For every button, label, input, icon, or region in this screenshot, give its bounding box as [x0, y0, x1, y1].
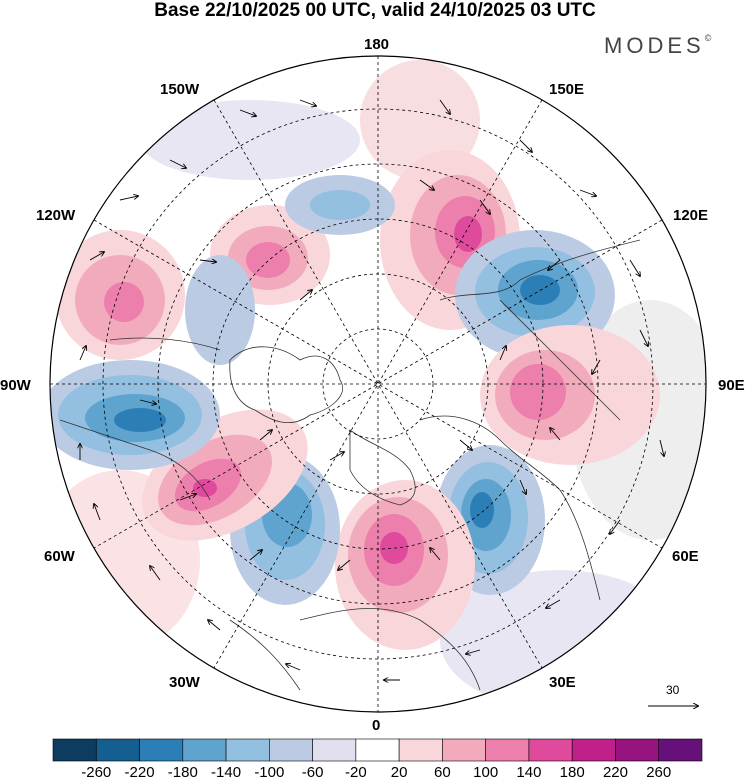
label-0: 0	[372, 717, 381, 734]
colorbar-tick-label: -220	[124, 764, 155, 781]
chart-title: Base 22/10/2025 00 UTC, valid 24/10/2025…	[154, 0, 596, 21]
wind-vectors	[80, 99, 664, 680]
colorbar-tick-label: -20	[345, 764, 367, 781]
colorbar-swatch	[52, 738, 97, 762]
colorbar-tick-label: -260	[81, 764, 112, 781]
graticule	[50, 56, 706, 712]
label-90e: 90E	[718, 377, 745, 394]
label-120w: 120W	[36, 207, 76, 224]
colorbar-swatch	[355, 738, 400, 762]
colorbar-tick-label: -100	[254, 764, 285, 781]
colorbar-swatch	[571, 738, 616, 762]
colorbar-swatch	[312, 738, 357, 762]
colorbar-swatch	[528, 738, 573, 762]
map-border	[49, 55, 707, 713]
label-120e: 120E	[673, 207, 709, 224]
colorbar-tick-label: -180	[167, 764, 198, 781]
colorbar-swatch	[269, 738, 313, 762]
colorbar-swatch	[615, 738, 660, 762]
colorbar-swatch	[139, 738, 184, 762]
colorbar-tick-label: 140	[516, 764, 542, 781]
colorbar-swatch	[398, 738, 443, 762]
colorbar-tick-label: -140	[211, 764, 242, 781]
colorbar-tick-label: 260	[646, 764, 672, 781]
colorbar-tick-label: 180	[559, 764, 585, 781]
coastlines	[59, 239, 641, 691]
label-90w: 90W	[0, 377, 31, 394]
faint-negative-area	[140, 100, 360, 180]
label-30w: 30W	[169, 674, 200, 691]
brand-text: MODES	[604, 33, 705, 58]
label-30e: 30E	[549, 674, 576, 691]
colorbar-tick-label: 100	[473, 764, 499, 781]
label-150w: 150W	[160, 81, 200, 98]
label-60w: 60W	[44, 548, 75, 565]
label-60e: 60E	[672, 548, 699, 565]
map-disk	[50, 56, 706, 712]
label-150e: 150E	[549, 81, 585, 98]
colorbar-tick-label: -60	[301, 764, 324, 781]
anomaly-neg-gulf-alaska	[185, 175, 395, 365]
colorbar-tick-label: 60	[434, 764, 451, 781]
modes-logo: MODES©	[604, 33, 711, 59]
anomaly-pos-ne-pacific	[55, 230, 185, 360]
anomaly-pos-central-asia	[480, 325, 660, 465]
brand-mark: ©	[704, 33, 712, 43]
colorbar	[52, 738, 703, 762]
wind-scale-label: 30	[666, 683, 680, 697]
colorbar-swatch	[658, 738, 703, 762]
colorbar-tick-label: 20	[390, 764, 408, 781]
colorbar-swatch	[225, 738, 270, 762]
anomaly-neg-canada	[50, 360, 220, 470]
colorbar-swatch	[442, 738, 486, 762]
colorbar-swatch	[182, 738, 227, 762]
colorbar-swatch	[95, 738, 140, 762]
colorbar-swatch	[485, 738, 530, 762]
anomaly-pos-europe	[335, 480, 475, 650]
label-180: 180	[364, 36, 390, 53]
colorbar-tick-label: 220	[602, 764, 628, 781]
